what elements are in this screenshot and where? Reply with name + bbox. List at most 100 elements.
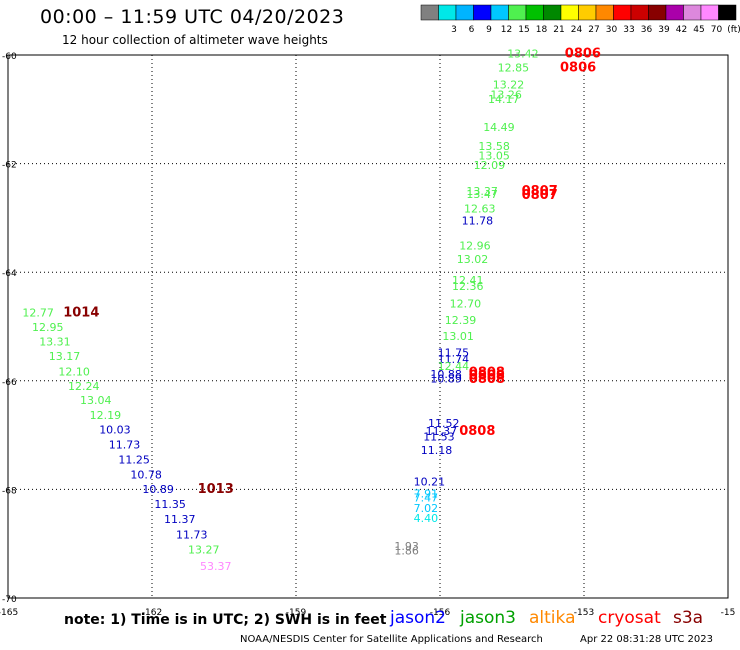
satellite-cryosat: cryosat bbox=[598, 608, 661, 628]
wave-height-label: 13.04 bbox=[80, 394, 112, 407]
x-tick-label: -153 bbox=[574, 608, 594, 618]
wave-height-label: 13.47 bbox=[466, 188, 498, 201]
wave-height-label: 13.58 bbox=[478, 140, 510, 153]
x-tick-label: -15 bbox=[721, 608, 736, 618]
pass-time-label: 0808 bbox=[469, 372, 505, 387]
legend-swatch bbox=[473, 4, 492, 21]
pass-time-label: 1013 bbox=[198, 482, 234, 497]
legend-swatch bbox=[718, 4, 737, 21]
wave-height-label: 12.70 bbox=[450, 297, 482, 310]
wave-height-label: 4.40 bbox=[414, 512, 439, 525]
wave-height-label: 53.37 bbox=[200, 560, 232, 573]
legend-swatch bbox=[595, 4, 614, 21]
legend-bin-label: 18 bbox=[536, 25, 548, 35]
legend-bin-label: 70 bbox=[711, 25, 723, 35]
legend-swatch bbox=[508, 4, 527, 21]
wave-height-label: 7.02 bbox=[414, 502, 439, 515]
legend-swatch bbox=[665, 4, 684, 21]
wave-height-label: 12.95 bbox=[32, 321, 64, 334]
wave-height-label: 11.74 bbox=[438, 353, 470, 366]
wave-height-label: 13.17 bbox=[49, 350, 81, 363]
legend-swatch bbox=[613, 4, 632, 21]
chart-title: 00:00 – 11:59 UTC 04/20/2023 bbox=[40, 6, 345, 28]
footer-credit: NOAA/NESDIS Center for Satellite Applica… bbox=[240, 634, 543, 645]
y-tick-label: -60 bbox=[2, 52, 17, 62]
wave-height-label: 11.53 bbox=[423, 431, 455, 444]
wave-height-label: 13.37 bbox=[466, 185, 498, 198]
footer-note: note: 1) Time is in UTC; 2) SWH is in fe… bbox=[64, 612, 387, 628]
wave-height-label: 12.10 bbox=[58, 365, 90, 378]
wave-height-label: 12.36 bbox=[452, 280, 484, 293]
legend-swatch bbox=[420, 4, 439, 21]
wave-height-label: 12.24 bbox=[68, 380, 100, 393]
wave-height-label: 11.25 bbox=[118, 453, 149, 466]
wave-height-label: 13.05 bbox=[478, 149, 510, 162]
wave-height-label: 10.03 bbox=[99, 423, 131, 436]
legend-bin-label: 42 bbox=[676, 25, 687, 35]
legend-swatch bbox=[543, 4, 562, 21]
legend-bin-label: 12 bbox=[501, 25, 512, 35]
wave-height-label: 10.21 bbox=[414, 476, 446, 489]
wave-height-label: 13.27 bbox=[188, 543, 220, 556]
legend-bin-label: 30 bbox=[606, 25, 618, 35]
legend-swatch bbox=[525, 4, 544, 21]
legend-bin-label: 39 bbox=[658, 25, 670, 35]
legend-bin-label: 36 bbox=[641, 25, 653, 35]
legend-bin-label: 9 bbox=[486, 25, 492, 35]
wave-height-label: 11.37 bbox=[426, 425, 458, 438]
wave-height-label: 10.89 bbox=[142, 483, 174, 496]
legend-bin-label: 24 bbox=[571, 25, 583, 35]
wave-height-label: 12.41 bbox=[452, 274, 484, 287]
legend-bin-label: 3 bbox=[451, 25, 457, 35]
satellite-altika: altika bbox=[529, 608, 576, 628]
wave-height-label: 10.88 bbox=[430, 368, 462, 381]
wave-height-label: 12.96 bbox=[459, 239, 491, 252]
wave-height-label: 11.52 bbox=[428, 417, 460, 430]
wave-height-label: 12.39 bbox=[445, 314, 477, 327]
legend-swatch bbox=[490, 4, 509, 21]
pass-time-label: 0808 bbox=[469, 369, 505, 384]
footer-timestamp: Apr 22 08:31:28 UTC 2023 bbox=[580, 634, 713, 645]
wave-height-label: 12.77 bbox=[22, 307, 54, 320]
pass-time-label: 0807 bbox=[522, 184, 558, 199]
wave-height-label: 11.18 bbox=[421, 444, 453, 457]
wave-height-label: 14.49 bbox=[483, 121, 515, 134]
y-tick-label: -70 bbox=[2, 595, 17, 605]
legend-swatch bbox=[648, 4, 667, 21]
wave-height-label: 13.01 bbox=[442, 330, 474, 343]
legend-swatch bbox=[438, 4, 457, 21]
wave-height-label: 7.91 bbox=[414, 488, 439, 501]
pass-time-label: 0806 bbox=[565, 47, 601, 62]
wave-height-label: 10.89 bbox=[430, 372, 462, 385]
wave-height-label: 12.19 bbox=[90, 409, 122, 422]
pass-time-label: 0808 bbox=[469, 365, 505, 380]
y-tick-label: -68 bbox=[2, 486, 17, 496]
x-tick-label: -159 bbox=[286, 608, 307, 618]
legend-bin-label: (ft) bbox=[727, 25, 740, 35]
legend-swatch bbox=[578, 4, 597, 21]
satellite-jason2: jason2 bbox=[390, 608, 446, 628]
wave-height-label: 12.85 bbox=[498, 61, 529, 74]
wave-height-label: 11.35 bbox=[154, 498, 186, 511]
wave-height-label: 11.73 bbox=[109, 439, 141, 452]
wave-height-label: 10.78 bbox=[130, 469, 162, 482]
legend-bin-label: 33 bbox=[623, 25, 634, 35]
legend-swatch bbox=[700, 4, 719, 21]
legend-bin-label: 6 bbox=[469, 25, 475, 35]
wave-height-label: 1.86 bbox=[394, 545, 419, 558]
wave-height-label: 14.17 bbox=[488, 93, 520, 106]
legend-swatch bbox=[455, 4, 474, 21]
legend-bin-label: 27 bbox=[588, 25, 599, 35]
wave-height-label: 13.26 bbox=[490, 88, 522, 101]
wave-height-label: 13.02 bbox=[457, 253, 489, 266]
wave-height-label: 11.75 bbox=[438, 346, 470, 359]
wave-height-label: 13.31 bbox=[39, 336, 70, 349]
satellite-s3a: s3a bbox=[673, 608, 704, 628]
legend-bin-label: 15 bbox=[518, 25, 529, 35]
pass-time-label: 0806 bbox=[560, 60, 596, 75]
wave-height-label: 12.09 bbox=[474, 159, 506, 172]
legend-swatch bbox=[560, 4, 579, 21]
pass-time-label: 0807 bbox=[522, 188, 558, 203]
y-tick-label: -64 bbox=[2, 269, 17, 279]
wave-height-label: 13.22 bbox=[493, 79, 525, 92]
